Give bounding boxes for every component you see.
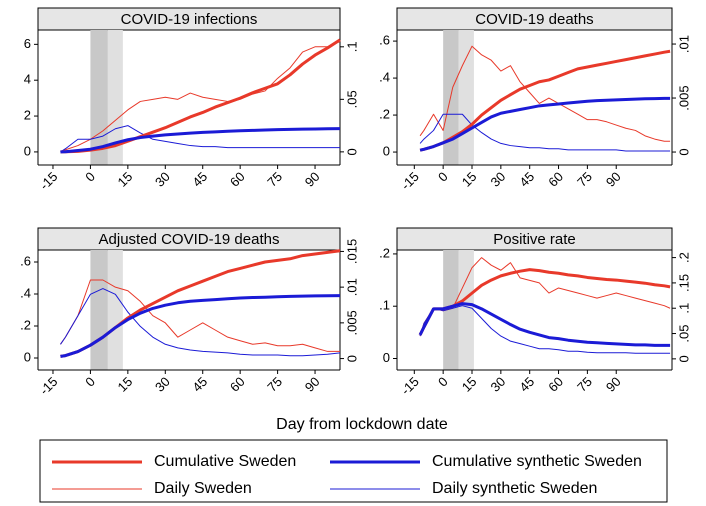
series-line: [419, 257, 671, 337]
x-tick-label: 90: [603, 374, 624, 395]
series-line: [60, 288, 341, 357]
x-tick-label: 15: [115, 169, 136, 190]
panel-title: Adjusted COVID-19 deaths: [99, 231, 280, 248]
x-tick-label: 30: [488, 374, 509, 395]
panel-header: [37, 7, 341, 31]
series-line: [419, 113, 671, 152]
x-tick-label: -15: [398, 374, 422, 398]
x-tick-label: 45: [189, 374, 210, 395]
series-line: [60, 127, 341, 154]
y2-tick-label: .1: [344, 41, 359, 52]
x-tick-label: 90: [302, 169, 323, 190]
x-tick-label: 30: [488, 169, 509, 190]
series-line: [60, 38, 341, 154]
y-tick-label: 6: [24, 36, 31, 51]
y2-tick-label: .05: [344, 90, 359, 108]
panel-header: [396, 227, 673, 251]
y-tick-label: .6: [379, 33, 390, 48]
legend-label: Cumulative Sweden: [154, 453, 296, 470]
x-tick-label: 30: [152, 169, 173, 190]
x-tick-label: -15: [37, 374, 61, 398]
x-tick-label: 60: [545, 374, 566, 395]
x-tick-label: 15: [115, 374, 136, 395]
y2-tick-label: .005: [676, 85, 691, 110]
shaded-period: [90, 30, 108, 165]
series-line: [419, 45, 671, 142]
y2-tick-label: 0: [676, 355, 691, 362]
x-tick-label: 75: [574, 169, 595, 190]
series-line: [419, 49, 671, 152]
x-tick-label: 45: [516, 374, 537, 395]
x-tick-label: 60: [545, 169, 566, 190]
x-tick-label: 30: [152, 374, 173, 395]
y-tick-label: .2: [379, 245, 390, 260]
x-tick-label: 0: [82, 169, 98, 185]
y2-tick-label: .15: [676, 274, 691, 292]
y-tick-label: .2: [20, 317, 31, 332]
y-tick-label: 0: [383, 143, 390, 158]
panel-header: [396, 7, 673, 31]
y2-tick-label: .01: [676, 35, 691, 53]
legend-box: [39, 439, 668, 503]
x-tick-label: 15: [459, 374, 480, 395]
y-tick-label: 0: [383, 350, 390, 365]
x-tick-label: 45: [516, 169, 537, 190]
panel-title: Positive rate: [493, 231, 576, 248]
y-tick-label: .4: [20, 285, 31, 300]
shaded-period: [458, 30, 474, 165]
series-line: [60, 125, 340, 153]
y-tick-label: .6: [20, 253, 31, 268]
series-line: [60, 279, 340, 352]
y-tick-label: 2: [24, 107, 31, 122]
y2-tick-label: .015: [344, 239, 359, 264]
shaded-period: [458, 250, 474, 370]
y2-tick-label: .005: [344, 310, 359, 335]
legend-label: Daily synthetic Sweden: [432, 480, 597, 497]
shaded-period: [90, 250, 108, 370]
x-tick-label: 75: [264, 374, 285, 395]
panel-header: [37, 227, 341, 251]
shaded-period: [443, 250, 459, 370]
y-tick-label: .2: [379, 107, 390, 122]
x-tick-label: -15: [37, 169, 61, 193]
y-tick-label: .4: [379, 70, 390, 85]
y-tick-label: .1: [379, 298, 390, 313]
legend-label: Daily Sweden: [154, 480, 252, 497]
x-tick-label: -15: [398, 169, 422, 193]
x-tick-label: 0: [435, 169, 451, 185]
x-axis-title: Day from lockdown date: [276, 416, 448, 433]
x-tick-label: 60: [227, 169, 248, 190]
x-tick-label: 45: [189, 169, 210, 190]
y2-tick-label: .1: [676, 303, 691, 314]
x-tick-label: 90: [603, 169, 624, 190]
x-tick-label: 75: [574, 374, 595, 395]
y2-tick-label: .01: [344, 278, 359, 296]
y2-tick-label: 0: [344, 148, 359, 155]
legend-label: Cumulative synthetic Sweden: [432, 453, 642, 470]
series-line: [419, 305, 671, 354]
series-line: [60, 294, 341, 358]
y-tick-label: 4: [24, 72, 31, 87]
panel-title: COVID-19 infections: [121, 11, 258, 28]
y2-tick-label: .2: [676, 252, 691, 263]
x-tick-label: 90: [302, 374, 323, 395]
panel-title: COVID-19 deaths: [475, 11, 593, 28]
y-tick-label: 0: [24, 143, 31, 158]
y2-tick-label: 0: [676, 148, 691, 155]
x-tick-label: 0: [435, 374, 451, 390]
x-tick-label: 75: [264, 169, 285, 190]
x-tick-label: 0: [82, 374, 98, 390]
series-line: [419, 96, 671, 152]
y2-tick-label: 0: [344, 355, 359, 362]
shaded-period: [107, 250, 123, 370]
y2-tick-label: .05: [676, 325, 691, 343]
series-line: [60, 41, 341, 153]
y-tick-label: 0: [24, 349, 31, 364]
x-tick-label: 60: [227, 374, 248, 395]
series-line: [418, 302, 671, 347]
x-tick-label: 15: [459, 169, 480, 190]
